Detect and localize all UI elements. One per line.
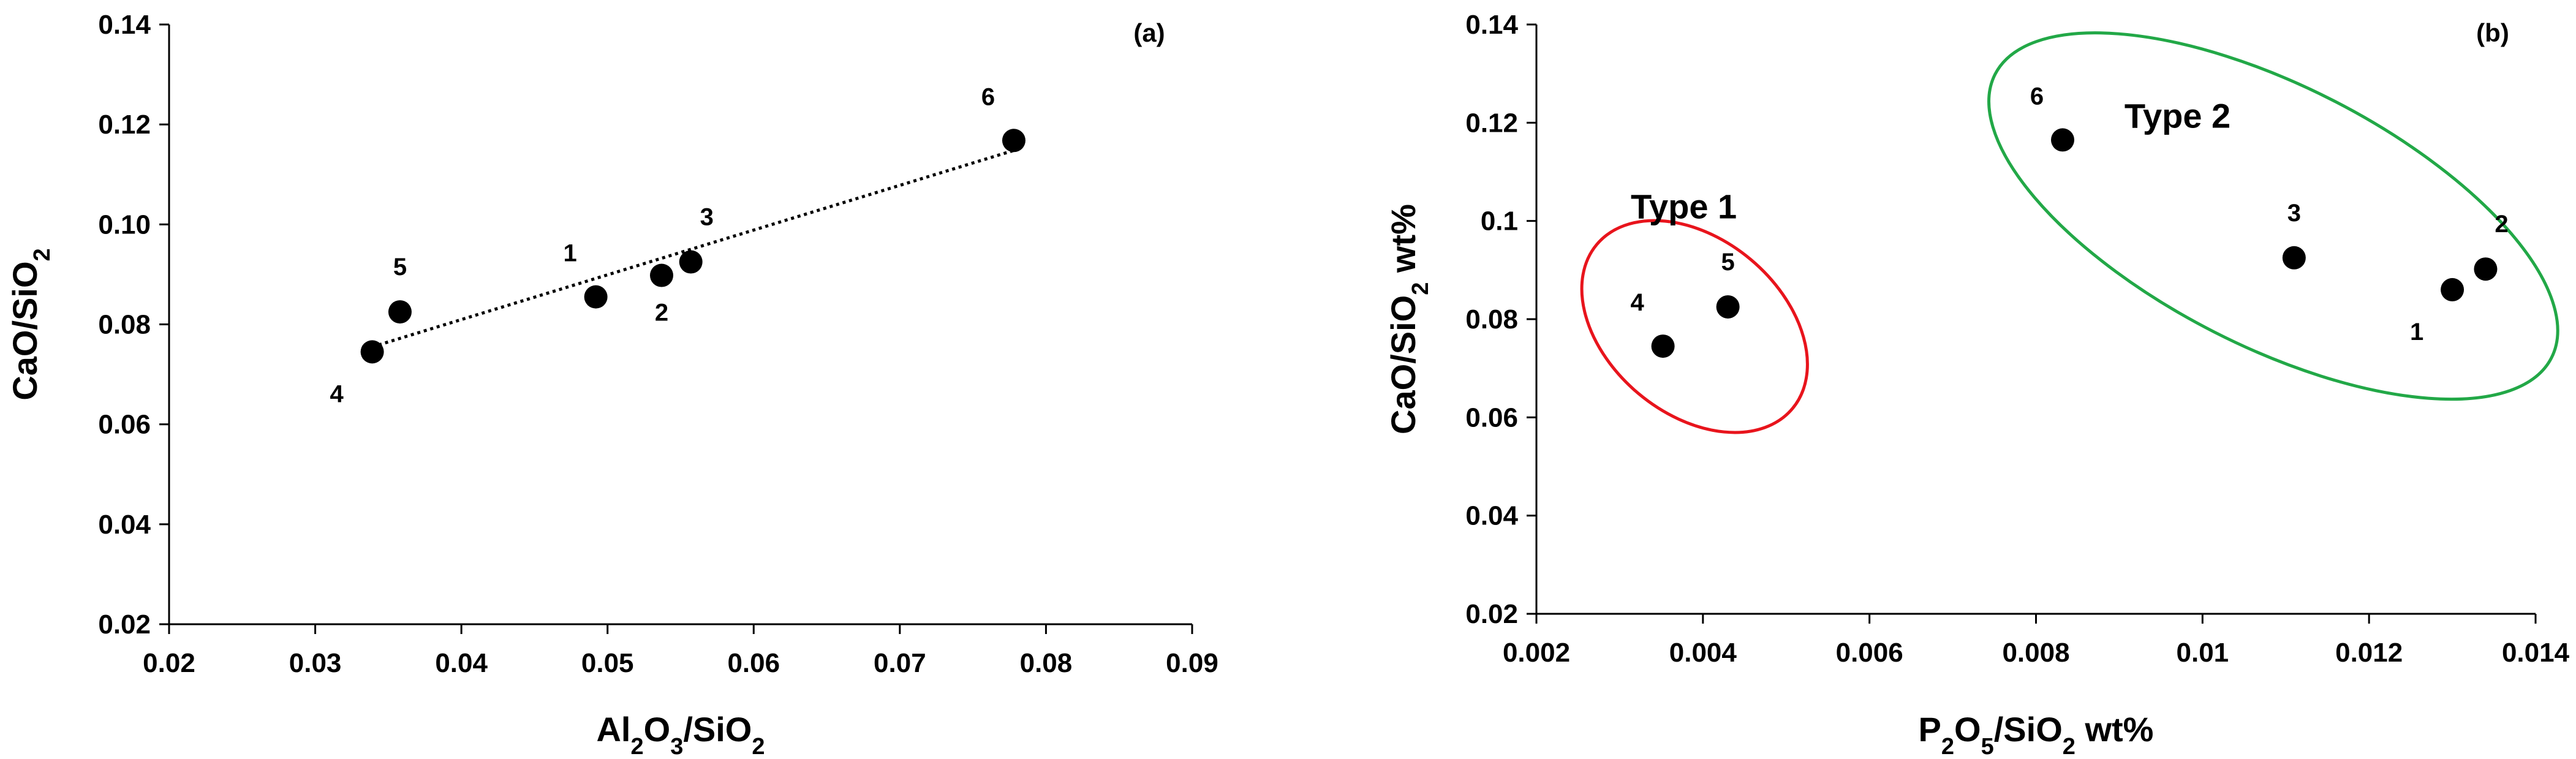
data-point-5 (1716, 295, 1740, 319)
point-label-6: 6 (2030, 83, 2044, 110)
data-point-4 (1651, 334, 1675, 358)
y-axis-title: CaO/SiO2 (6, 248, 55, 400)
panel-label: (a) (1133, 18, 1165, 47)
data-point-6 (2050, 128, 2074, 152)
y-tick-label: 0.10 (98, 210, 151, 240)
point-label-4: 4 (330, 380, 344, 407)
point-label-4: 4 (1630, 289, 1644, 316)
group-label-2: Type 2 (2125, 96, 2230, 135)
chart-panel-b: 0.02 0.04 0.06 0.08 0.1 0.12 0.14 0.002 0.004 0.0… (1384, 10, 2570, 759)
point-label-2: 2 (2495, 211, 2508, 238)
point-label-1: 1 (564, 240, 577, 267)
x-tick-label: 0.06 (727, 648, 780, 678)
data-point-4 (360, 340, 384, 364)
x-axis-title: Al2O3/SiO2 (596, 710, 765, 759)
data-point-2 (649, 263, 673, 287)
data-point-6 (1002, 129, 1025, 153)
trendline (371, 149, 1014, 349)
x-tick-label: 0.008 (2002, 638, 2069, 668)
x-tick-label: 0.01 (2177, 638, 2229, 668)
x-tick-label: 0.04 (435, 648, 488, 678)
point-label-2: 2 (655, 300, 668, 327)
y-tick-label: 0.08 (1465, 304, 1518, 334)
data-point-1 (584, 285, 608, 309)
data-point-2 (2474, 257, 2498, 281)
x-tick-label: 0.09 (1166, 648, 1218, 678)
y-tick-label: 0.14 (1465, 10, 1518, 40)
data-point-5 (388, 300, 412, 324)
x-tick-label: 0.006 (1836, 638, 1903, 668)
x-tick-label: 0.08 (1020, 648, 1073, 678)
y-tick-label: 0.08 (98, 310, 151, 340)
y-tick-label: 0.14 (98, 10, 151, 40)
group-ellipse-1 (1580, 219, 1809, 434)
y-tick-label: 0.02 (1465, 599, 1518, 629)
y-tick-label: 0.12 (1465, 108, 1518, 138)
data-point-3 (2282, 246, 2306, 270)
x-tick-label: 0.012 (2335, 638, 2403, 668)
y-tick-label: 0.02 (98, 610, 151, 640)
y-tick-label: 0.04 (1465, 501, 1518, 531)
y-tick-label: 0.06 (98, 410, 151, 440)
group-label-1: Type 1 (1631, 187, 1737, 226)
x-tick-label: 0.02 (143, 648, 195, 678)
chart-panel-a: 0.02 0.04 0.06 0.08 0.10 0.12 0.14 0.02 0.03 0.04… (6, 10, 1218, 759)
group-ellipse-2 (1987, 31, 2559, 401)
point-label-5: 5 (1721, 249, 1734, 276)
x-tick-label: 0.002 (1503, 638, 1570, 668)
point-label-3: 3 (2287, 200, 2301, 227)
point-label-3: 3 (700, 204, 714, 231)
y-tick-label: 0.04 (98, 510, 151, 540)
y-tick-label: 0.06 (1465, 402, 1518, 432)
y-tick-label: 0.1 (1481, 206, 1518, 236)
x-tick-label: 0.03 (289, 648, 342, 678)
y-axis-title: CaO/SiO2 wt% (1384, 204, 1433, 434)
x-tick-label: 0.004 (1669, 638, 1737, 668)
point-label-6: 6 (981, 83, 995, 110)
point-label-1: 1 (2410, 319, 2423, 346)
data-point-3 (679, 250, 703, 274)
data-point-1 (2441, 278, 2465, 301)
x-tick-label: 0.014 (2502, 638, 2570, 668)
point-label-5: 5 (393, 254, 407, 281)
x-tick-label: 0.05 (581, 648, 634, 678)
x-axis-title: P2O5/SiO2 wt% (1919, 710, 2154, 759)
y-tick-label: 0.12 (98, 110, 151, 140)
x-tick-label: 0.07 (874, 648, 926, 678)
panel-label: (b) (2476, 18, 2509, 47)
